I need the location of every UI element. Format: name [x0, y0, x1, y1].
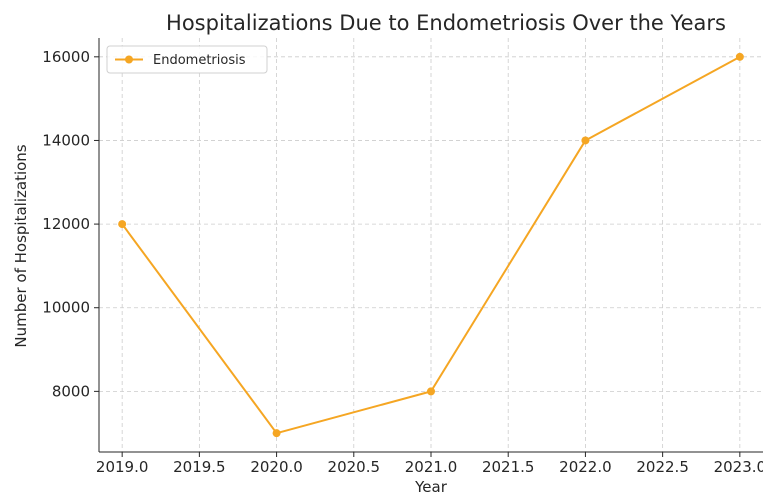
legend-label-endometriosis: Endometriosis: [153, 53, 246, 68]
series-layer: [118, 52, 744, 438]
ticks: 2019.0 2019.5 2020.0 2020.5 2021.0 2021.5 2022…: [42, 48, 763, 476]
y-tick-label: 8000: [52, 382, 90, 400]
x-tick-label: 2020.5: [328, 458, 381, 476]
x-tick-label: 2021.5: [482, 458, 535, 476]
legend-marker-swatch: [125, 55, 133, 64]
y-tick-label: 10000: [42, 299, 90, 317]
chart-title: Hospitalizations Due to Endometriosis Ov…: [166, 11, 726, 35]
y-tick-label: 12000: [42, 215, 90, 233]
y-axis-label: Number of Hospitalizations: [12, 144, 30, 347]
x-tick-label: 2022.0: [559, 458, 612, 476]
x-tick-label: 2022.5: [636, 458, 689, 476]
legend: Endometriosis: [106, 45, 268, 74]
data-point: [272, 429, 281, 438]
y-tick-label: 16000: [42, 48, 90, 66]
x-tick-label: 2023.0: [714, 458, 763, 476]
x-tick-label: 2021.0: [405, 458, 458, 476]
y-tick-label: 14000: [42, 131, 90, 149]
x-tick-label: 2020.0: [250, 458, 303, 476]
x-tick-label: 2019.5: [173, 458, 226, 476]
data-point: [735, 52, 744, 61]
data-point: [427, 387, 435, 396]
data-point: [118, 220, 127, 229]
x-axis-label: Year: [414, 478, 448, 496]
data-point: [581, 136, 590, 145]
x-tick-label: 2019.0: [96, 458, 149, 476]
legend-box: [106, 45, 268, 74]
